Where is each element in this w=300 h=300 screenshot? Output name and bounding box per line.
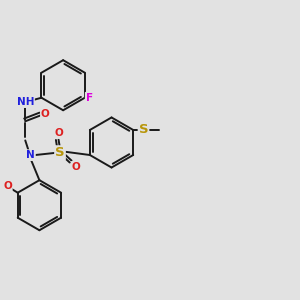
- Text: O: O: [3, 181, 12, 191]
- Text: NH: NH: [16, 97, 34, 107]
- Text: O: O: [54, 128, 63, 138]
- Text: S: S: [55, 146, 65, 159]
- Text: F: F: [86, 93, 93, 103]
- Text: O: O: [41, 109, 50, 119]
- Text: O: O: [72, 162, 81, 172]
- Text: S: S: [139, 124, 148, 136]
- Text: N: N: [26, 150, 35, 160]
